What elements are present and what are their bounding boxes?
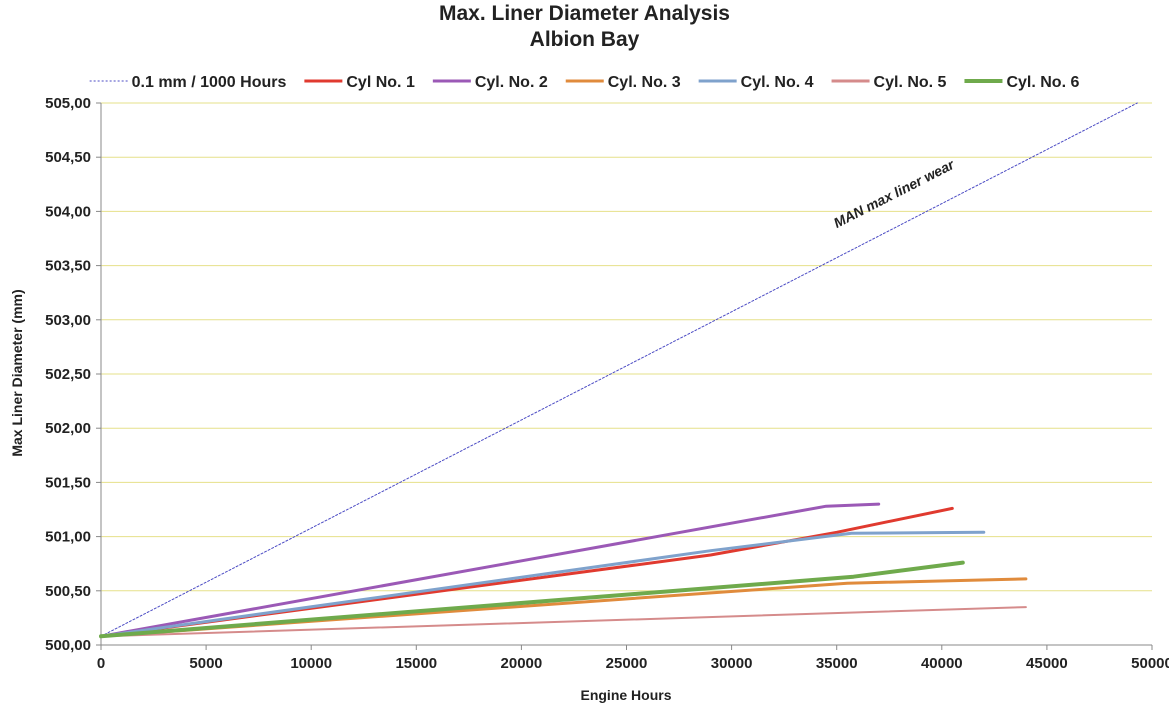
legend-label-4: Cyl. No. 3 [608, 74, 681, 91]
x-tick-label: 30000 [711, 655, 753, 672]
y-tick-label: 504,50 [45, 149, 91, 166]
x-tick-label: 40000 [921, 655, 963, 672]
y-tick-label: 500,00 [45, 637, 91, 654]
series-line-4 [99, 577, 1028, 638]
y-tick-label: 500,50 [45, 583, 91, 600]
x-tick-label: 45000 [1026, 655, 1068, 672]
x-axis-label: Engine Hours [580, 687, 671, 703]
x-tick-label: 15000 [395, 655, 437, 672]
annotation-man-max-liner-wear: MAN max liner wear [831, 156, 958, 231]
y-tick-label: 504,00 [45, 203, 91, 220]
legend-label-2: Cyl No. 1 [346, 74, 415, 91]
y-tick-label: 502,50 [45, 366, 91, 383]
series-line-6 [100, 606, 1027, 638]
x-tick-label: 20000 [501, 655, 543, 672]
series-line-5 [99, 530, 986, 638]
y-tick-label: 501,00 [45, 529, 91, 546]
y-tick-label: 505,00 [45, 95, 91, 112]
chart-subtitle: Albion Bay [529, 28, 640, 51]
legend-label-5: Cyl. No. 4 [741, 74, 814, 91]
y-tick-label: 502,00 [45, 420, 91, 437]
x-tick-label: 50000 [1131, 655, 1169, 672]
legend-label-6: Cyl. No. 5 [874, 74, 947, 91]
x-tick-label: 5000 [189, 655, 222, 672]
y-tick-label: 503,00 [45, 312, 91, 329]
y-tick-label: 501,50 [45, 474, 91, 491]
chart-title: Max. Liner Diameter Analysis [438, 2, 730, 25]
series-line-7 [99, 560, 965, 639]
x-tick-label: 0 [97, 655, 105, 672]
y-tick-label: 503,50 [45, 258, 91, 275]
x-tick-label: 35000 [816, 655, 858, 672]
series-line-1 [100, 102, 1138, 637]
series-line-3 [99, 502, 881, 638]
x-tick-label: 25000 [606, 655, 648, 672]
legend-label-7: Cyl. No. 6 [1006, 74, 1079, 91]
x-tick-label: 10000 [290, 655, 332, 672]
legend-label-1: 0.1 mm / 1000 Hours [132, 74, 287, 91]
legend-label-3: Cyl. No. 2 [475, 74, 548, 91]
y-axis-label: Max Liner Diameter (mm) [9, 289, 25, 456]
